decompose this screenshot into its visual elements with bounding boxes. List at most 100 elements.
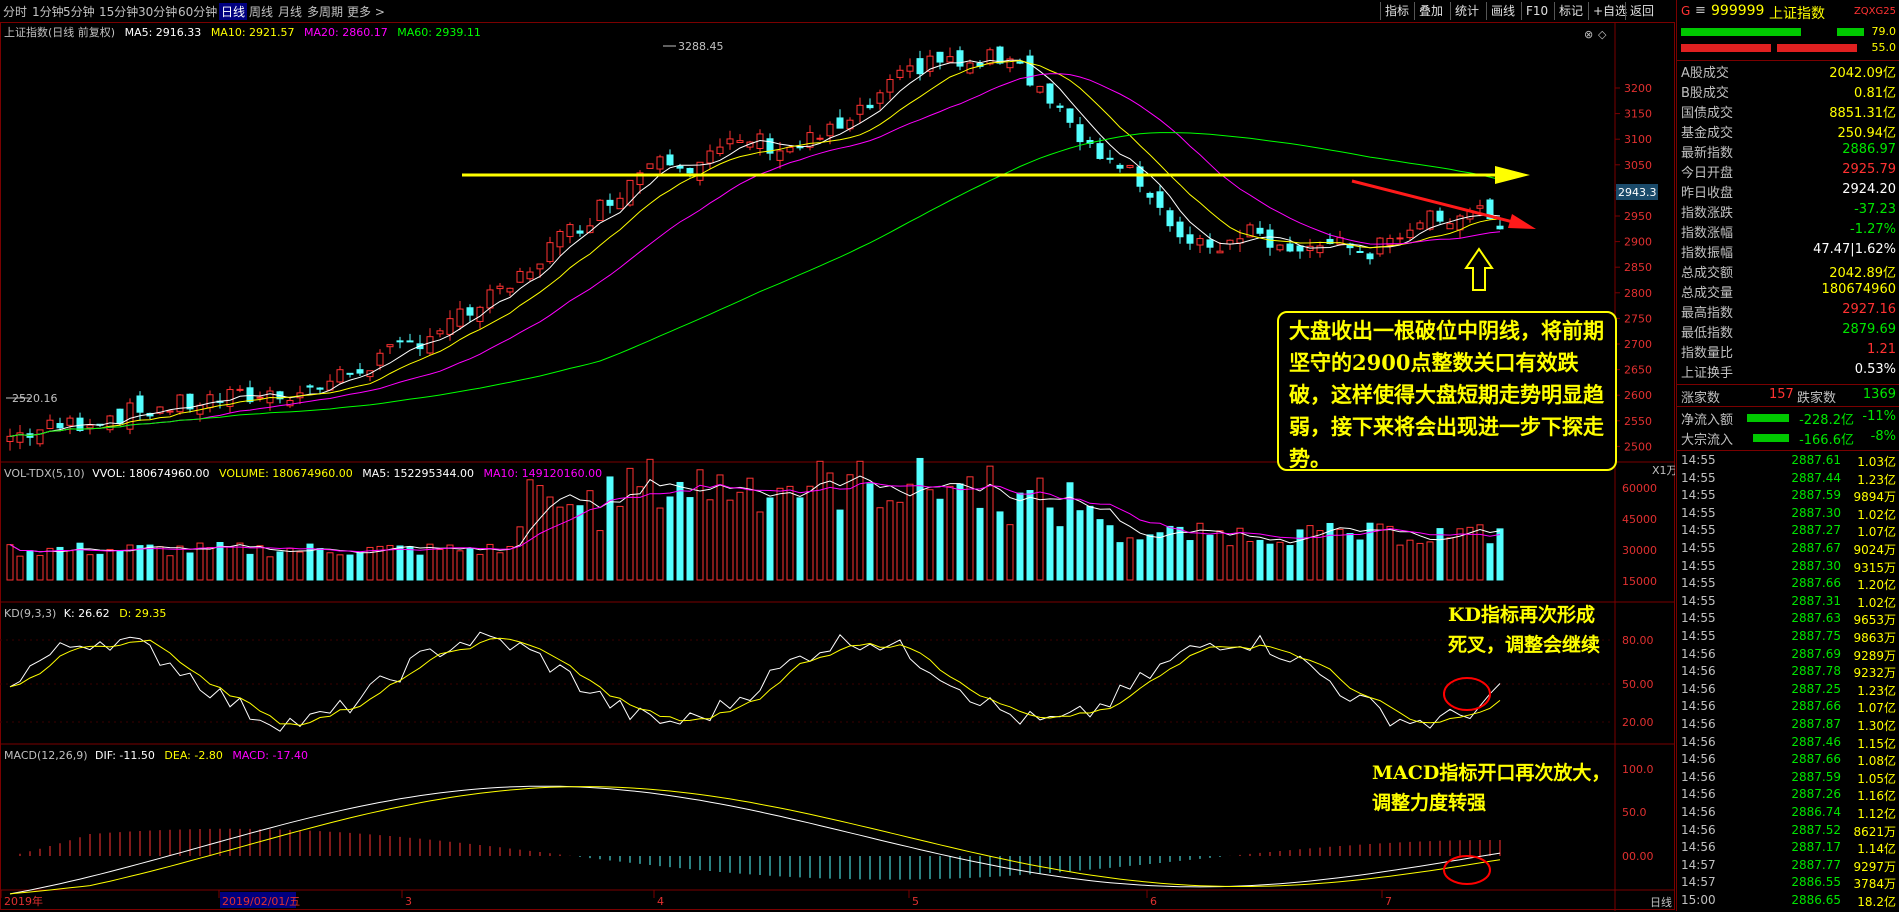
candle-body: [1156, 191, 1164, 208]
candle-body: [936, 51, 944, 63]
tick-price: 2887.30: [1791, 505, 1841, 520]
toolbar-button-2[interactable]: 统计: [1450, 2, 1483, 20]
volume-axis-label: 60000: [1622, 482, 1657, 495]
period-tab-4[interactable]: 30分钟: [138, 5, 178, 19]
price-axis-label: 3150: [1624, 108, 1652, 121]
toolbar-button-3[interactable]: 画线: [1486, 2, 1519, 20]
candle-body: [1096, 143, 1104, 159]
stat-row: 指数涨幅 -1.27%: [1677, 221, 1899, 241]
period-tab-8[interactable]: 月线: [278, 5, 303, 19]
ma60-legend: MA60: 2939.11: [397, 26, 481, 39]
candle-body: [206, 394, 214, 409]
period-tab-3[interactable]: 15分钟: [99, 5, 139, 19]
flow-row: 大宗流入 -166.6亿 -8%: [1677, 428, 1899, 448]
candle-body: [1366, 253, 1374, 260]
volume-bar: [586, 490, 594, 581]
tick-time: 14:56: [1681, 699, 1716, 714]
volume-bar: [206, 547, 214, 581]
candle-body: [346, 372, 354, 375]
candle-body: [1176, 221, 1184, 238]
volume-bar: [616, 505, 624, 581]
period-tab-7[interactable]: 周线: [249, 5, 274, 19]
volume-bar: [876, 507, 884, 581]
period-tab-0[interactable]: 分时: [3, 5, 28, 19]
volume-bar: [1266, 543, 1274, 581]
volume-bar: [166, 555, 174, 581]
period-tab-9[interactable]: 多周期: [307, 5, 344, 19]
volume-bar: [786, 485, 794, 581]
tick-volume: 1.16亿: [1857, 789, 1896, 804]
toolbar-button-7[interactable]: 返回: [1625, 2, 1658, 20]
candle-body: [426, 336, 434, 354]
volume-bar: [1206, 534, 1214, 581]
volume-bar: [676, 481, 684, 581]
support-line-3000: [462, 166, 1530, 184]
tick-row: 14:56 2887.59 1.05亿: [1677, 769, 1899, 789]
toolbar-button-1[interactable]: 叠加: [1414, 2, 1447, 20]
stat-label: A股成交: [1681, 66, 1729, 81]
toolbar-button-0[interactable]: 指标: [1380, 2, 1413, 20]
stat-value: 1.21: [1867, 342, 1896, 357]
volume-axis-label: 30000: [1622, 544, 1657, 557]
candle-body: [666, 154, 674, 166]
price-axis-label: 3200: [1624, 82, 1652, 95]
menu-icon[interactable]: ≡: [1695, 3, 1706, 18]
period-tab-2[interactable]: 5分钟: [63, 5, 95, 19]
toolbar-button-6[interactable]: +自选: [1588, 2, 1631, 20]
toolbar-button-4[interactable]: F10: [1521, 2, 1552, 20]
volume-bar: [436, 549, 444, 581]
period-tab-10[interactable]: 更多 >: [347, 5, 385, 19]
volume-bar: [1346, 533, 1354, 581]
volume-bar: [536, 485, 544, 581]
chart-close-icon[interactable]: ⊗: [1584, 28, 1593, 41]
chart-expand-icon[interactable]: ◇: [1598, 28, 1607, 41]
period-tab-5[interactable]: 60分钟: [178, 5, 218, 19]
tick-price: 2887.26: [1791, 787, 1841, 802]
tick-time: 14:55: [1681, 629, 1716, 643]
dif-legend: DIF: -11.50: [95, 749, 155, 762]
volume-ma10-line: [9, 481, 1501, 553]
k-legend: K: 26.62: [64, 607, 110, 620]
candle-body: [456, 308, 464, 327]
candle-body: [946, 56, 954, 63]
volume-bar: [1496, 528, 1504, 581]
price-axis-label: 2500: [1624, 440, 1652, 453]
ma10-legend: MA10: 2921.57: [211, 26, 295, 39]
stat-row: 最高指数 2927.16: [1677, 301, 1899, 321]
candle-body: [316, 387, 324, 390]
tick-time: 14:56: [1681, 840, 1716, 855]
breadth-bar-down-2: [1777, 44, 1857, 52]
volume-bar: [936, 498, 944, 581]
candle-body: [126, 402, 134, 430]
candle-body: [836, 117, 844, 129]
volume-bar: [1126, 537, 1134, 581]
price-axis-label: 2750: [1624, 312, 1652, 325]
period-tab-1[interactable]: 1分钟: [32, 5, 64, 19]
volume-ma5-line: [9, 475, 1501, 554]
volume-bar: [196, 542, 204, 581]
candle-body: [1496, 225, 1504, 230]
candle-body: [716, 146, 724, 155]
candle-body: [886, 79, 894, 93]
candle-body: [356, 369, 364, 374]
tick-price: 2887.31: [1791, 593, 1841, 608]
tick-volume: 1.14亿: [1857, 842, 1896, 857]
tick-volume: 1.03亿: [1857, 455, 1896, 469]
tick-row: 14:56 2887.66 1.07亿: [1677, 698, 1899, 718]
tick-price: 2887.59: [1791, 488, 1841, 503]
candle-body: [1396, 237, 1404, 240]
candle-body: [866, 104, 874, 109]
candle-body: [376, 352, 384, 366]
tick-volume: 1.23亿: [1857, 683, 1896, 698]
toolbar-button-5[interactable]: 标记: [1554, 2, 1587, 20]
candle-body: [506, 287, 514, 293]
volume-bar: [1046, 507, 1054, 581]
stat-label: 基金成交: [1681, 126, 1734, 141]
candle-body: [1406, 229, 1414, 239]
candle-body: [876, 92, 884, 104]
stat-value: 2927.16: [1842, 302, 1896, 317]
period-tab-6[interactable]: 日线: [219, 3, 248, 20]
k-line: [9, 631, 1501, 732]
price-axis-label: 2550: [1624, 415, 1652, 428]
macd-axis-label: 50.0: [1622, 806, 1647, 819]
